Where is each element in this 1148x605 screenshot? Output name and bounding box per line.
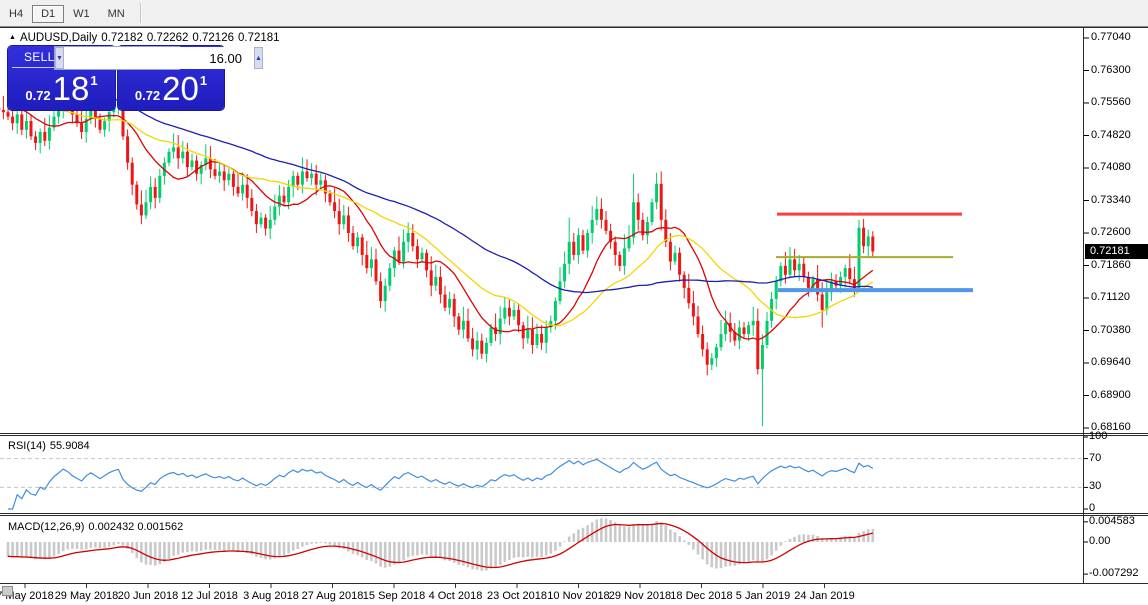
symbol-name: AUDUSD,Daily: [19, 32, 98, 44]
rsi-axis-label: 0: [1089, 502, 1096, 514]
volume-spinner: ▼ ▲: [54, 46, 263, 70]
rsi-axis-label: 100: [1089, 430, 1108, 442]
price-axis-label: 0.75560: [1091, 96, 1131, 108]
ma-line-12: [7, 101, 874, 341]
date-axis-label: 12 Jul 2018: [181, 590, 238, 602]
date-axis-label: 3 Aug 2018: [243, 590, 299, 602]
chevron-up-icon: ▲: [254, 54, 262, 62]
timeframe-button-D1[interactable]: D1: [32, 4, 65, 23]
ohlc-close: 0.72181: [238, 32, 280, 44]
ma-line-52: [7, 67, 873, 294]
macd-axis-label: 0.004583: [1089, 514, 1135, 527]
rsi-axis-label: 70: [1089, 451, 1102, 464]
macd-axis-label: 0.00: [1089, 535, 1111, 547]
date-axis-label: 24 Jan 2019: [794, 590, 855, 602]
candles-layer: [0, 90, 875, 427]
price-axis-label: 0.68160: [1091, 421, 1131, 433]
collapse-icon[interactable]: ▲: [9, 34, 16, 41]
ohlc-low: 0.72126: [192, 32, 234, 44]
price-axis-label: 0.70380: [1091, 323, 1131, 336]
toolbar-separator: [139, 3, 142, 23]
macd-axis-label: -0.007292: [1089, 567, 1139, 580]
date-axis-label: 27 Aug 2018: [301, 590, 364, 602]
ohlc-high: 0.72262: [146, 32, 189, 44]
sell-price-prefix: 0.72: [25, 88, 51, 103]
macd-values: 0.002432 0.001562: [88, 521, 184, 533]
price-axis-label: 0.73340: [1091, 193, 1131, 206]
date-axis-label: 29 May 2018: [54, 590, 119, 602]
timeframe-toolbar: H4 D1 W1 MN: [0, 0, 1148, 27]
price-axis-label: 0.77040: [1091, 31, 1131, 43]
rsi-name: RSI(14): [8, 440, 46, 452]
buy-price-sup: 1: [199, 73, 208, 88]
rsi-line: [8, 458, 874, 510]
symbol-info-bar[interactable]: ▲ AUDUSD,Daily 0.72182 0.72262 0.72126 0.7218…: [9, 32, 284, 44]
buy-price-prefix: 0.72: [134, 88, 161, 103]
volume-input[interactable]: [63, 47, 254, 69]
chart-shift-marker[interactable]: [2, 586, 13, 596]
date-axis-label: 23 Oct 2018: [487, 590, 547, 602]
price-axis-label: 0.72600: [1091, 226, 1131, 238]
current-price-badge: 0.72181: [1085, 243, 1148, 259]
price-axis-label: 0.69640: [1091, 356, 1131, 368]
volume-decrease-button[interactable]: ▼: [55, 47, 64, 69]
price-axis-label: 0.74080: [1091, 161, 1131, 173]
macd-name: MACD(12,26,9): [8, 521, 85, 533]
date-axis-label: 18 Dec 2018: [670, 590, 733, 602]
rsi-value: 55.9084: [49, 440, 90, 452]
sell-button[interactable]: SELL: [18, 49, 61, 65]
chevron-down-icon: ▼: [56, 54, 63, 62]
date-axis-label: 15 Sep 2018: [362, 590, 426, 602]
sell-price-big: 18: [52, 70, 90, 107]
timeframe-button-H4[interactable]: H4: [0, 5, 32, 23]
chart-canvas[interactable]: [0, 26, 1148, 605]
price-axis-label: 0.74820: [1091, 128, 1131, 141]
rsi-indicator-label: RSI(14) 55.9084: [8, 440, 94, 452]
date-axis-label: 7 May 2018: [0, 590, 54, 602]
price-axis-label: 0.71860: [1091, 258, 1131, 271]
price-axis-label: 0.68900: [1091, 388, 1131, 401]
date-axis-label: 4 Oct 2018: [428, 590, 483, 602]
macd-signal-line: [7, 522, 873, 569]
macd-indicator-label: MACD(12,26,9) 0.002432 0.001562: [8, 521, 187, 533]
sell-price-sup: 1: [90, 73, 98, 88]
date-axis-label: 10 Nov 2018: [547, 590, 610, 602]
timeframe-button-W1[interactable]: W1: [64, 5, 99, 23]
date-axis-label: 20 Jun 2018: [117, 590, 179, 602]
ma-line-26: [7, 85, 874, 327]
price-axis-label: 0.76300: [1091, 63, 1131, 76]
one-click-trading-panel: SELL 0.72 18 1 BUY 0.72 20 1 ▼: [8, 46, 263, 110]
chart-area[interactable]: ▲ AUDUSD,Daily 0.72182 0.72262 0.72126 0.7218…: [0, 26, 1148, 605]
ohlc-open: 0.72182: [101, 32, 143, 44]
volume-increase-button[interactable]: ▲: [253, 47, 263, 69]
date-axis-label: 5 Jan 2019: [735, 590, 791, 602]
price-axis-label: 0.71120: [1091, 291, 1130, 303]
rsi-axis-label: 30: [1089, 480, 1102, 493]
date-axis-label: 29 Nov 2018: [608, 590, 672, 602]
timeframe-button-MN[interactable]: MN: [99, 5, 134, 23]
buy-price-big: 20: [162, 70, 199, 107]
